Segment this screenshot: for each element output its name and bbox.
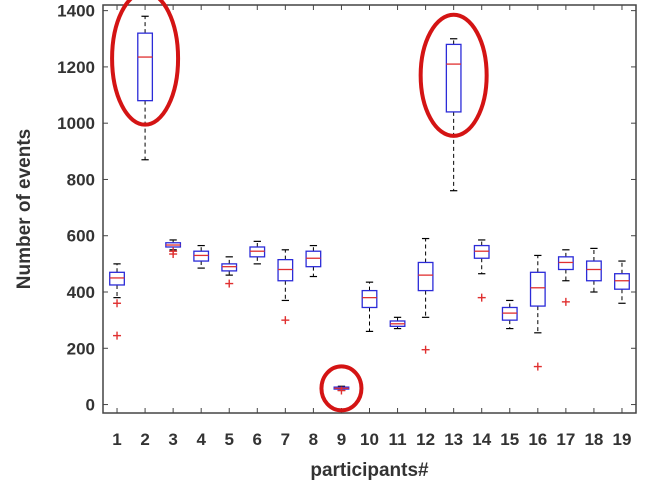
box-participant-3 bbox=[165, 239, 182, 259]
box-participant-4 bbox=[193, 244, 210, 269]
box-participant-2 bbox=[137, 15, 154, 161]
box-participant-15 bbox=[501, 299, 518, 330]
box-participant-19 bbox=[614, 260, 630, 304]
x-tick-label: 12 bbox=[416, 430, 435, 449]
y-tick-label: 0 bbox=[86, 396, 95, 415]
iqr-box bbox=[249, 246, 266, 258]
y-tick-label: 400 bbox=[67, 283, 95, 302]
box-participant-13 bbox=[445, 38, 462, 192]
box-series bbox=[109, 15, 630, 395]
x-axis-title: participants# bbox=[310, 460, 429, 481]
highlight-ellipse-participant-9 bbox=[319, 364, 364, 413]
x-tick-label: 17 bbox=[556, 430, 575, 449]
iqr-box bbox=[361, 289, 378, 309]
y-tick-label: 200 bbox=[67, 339, 95, 358]
x-tick-label: 11 bbox=[389, 430, 407, 449]
iqr-box bbox=[557, 256, 574, 271]
box-participant-10 bbox=[361, 281, 378, 332]
iqr-box bbox=[614, 273, 630, 290]
x-tick-label: 2 bbox=[140, 430, 149, 449]
iqr-box bbox=[501, 306, 518, 321]
outlier-marker bbox=[113, 331, 122, 340]
highlight-ellipses bbox=[110, 0, 489, 413]
iqr-box bbox=[473, 244, 490, 259]
x-tick-label: 5 bbox=[225, 430, 234, 449]
x-tick-label: 4 bbox=[196, 430, 206, 449]
x-tick-label: 14 bbox=[472, 430, 491, 449]
iqr-box bbox=[445, 43, 462, 113]
x-tick-label: 18 bbox=[584, 430, 603, 449]
x-tick-label: 15 bbox=[500, 430, 519, 449]
box-participant-14 bbox=[473, 239, 490, 302]
iqr-box bbox=[585, 260, 602, 282]
x-tick-label: 7 bbox=[281, 430, 290, 449]
x-tick-label: 8 bbox=[309, 430, 318, 449]
iqr-box bbox=[305, 250, 322, 268]
box-participant-9 bbox=[333, 385, 350, 395]
outlier-marker bbox=[281, 316, 290, 325]
box-participant-5 bbox=[221, 256, 238, 288]
box-participant-11 bbox=[389, 316, 406, 330]
x-tick-label: 13 bbox=[444, 430, 463, 449]
iqr-box bbox=[417, 261, 434, 292]
plot-area-frame bbox=[102, 4, 637, 414]
box-participant-6 bbox=[249, 240, 266, 265]
iqr-box bbox=[109, 271, 125, 286]
x-tick-label: 3 bbox=[168, 430, 177, 449]
y-axis-title: Number of events bbox=[14, 129, 35, 289]
box-participant-1 bbox=[109, 263, 125, 340]
outlier-marker bbox=[169, 247, 178, 256]
x-tick-label: 6 bbox=[253, 430, 262, 449]
iqr-box bbox=[277, 258, 294, 282]
outlier-marker bbox=[533, 362, 542, 371]
outlier-marker bbox=[421, 345, 430, 354]
y-tick-label: 1400 bbox=[57, 2, 95, 21]
box-participant-16 bbox=[529, 254, 546, 371]
iqr-box bbox=[221, 263, 238, 272]
outlier-marker bbox=[477, 293, 486, 302]
box-participant-7 bbox=[277, 249, 294, 325]
outlier-marker bbox=[113, 299, 122, 308]
outlier-marker bbox=[561, 297, 570, 306]
box-participant-18 bbox=[585, 247, 602, 293]
box-participant-12 bbox=[417, 237, 434, 354]
iqr-box bbox=[529, 271, 546, 307]
box-participant-17 bbox=[557, 249, 574, 306]
outlier-marker bbox=[225, 279, 234, 288]
y-tick-label: 1000 bbox=[57, 114, 95, 133]
highlight-ellipse-participant-2 bbox=[110, 0, 181, 127]
x-tick-label: 10 bbox=[360, 430, 379, 449]
y-tick-label: 600 bbox=[67, 227, 95, 246]
iqr-box bbox=[137, 32, 154, 102]
highlight-ellipse-participant-13 bbox=[418, 12, 489, 138]
x-tick-label: 9 bbox=[337, 430, 346, 449]
x-tick-label: 16 bbox=[528, 430, 547, 449]
y-tick-label: 1200 bbox=[57, 58, 95, 77]
y-tick-label: 800 bbox=[67, 170, 95, 189]
y-axis: 0 200 400 600 800 1000 1200 1400 bbox=[57, 2, 636, 415]
iqr-box bbox=[193, 250, 210, 262]
x-tick-label: 1 bbox=[112, 430, 121, 449]
outlier-marker bbox=[337, 386, 346, 395]
box-participant-8 bbox=[305, 244, 322, 278]
x-axis: 1 2 3 4 5 6 7 8 9 10 11 12 13 14 15 16 17 18 19 bbox=[112, 5, 631, 449]
x-tick-label: 19 bbox=[613, 430, 632, 449]
